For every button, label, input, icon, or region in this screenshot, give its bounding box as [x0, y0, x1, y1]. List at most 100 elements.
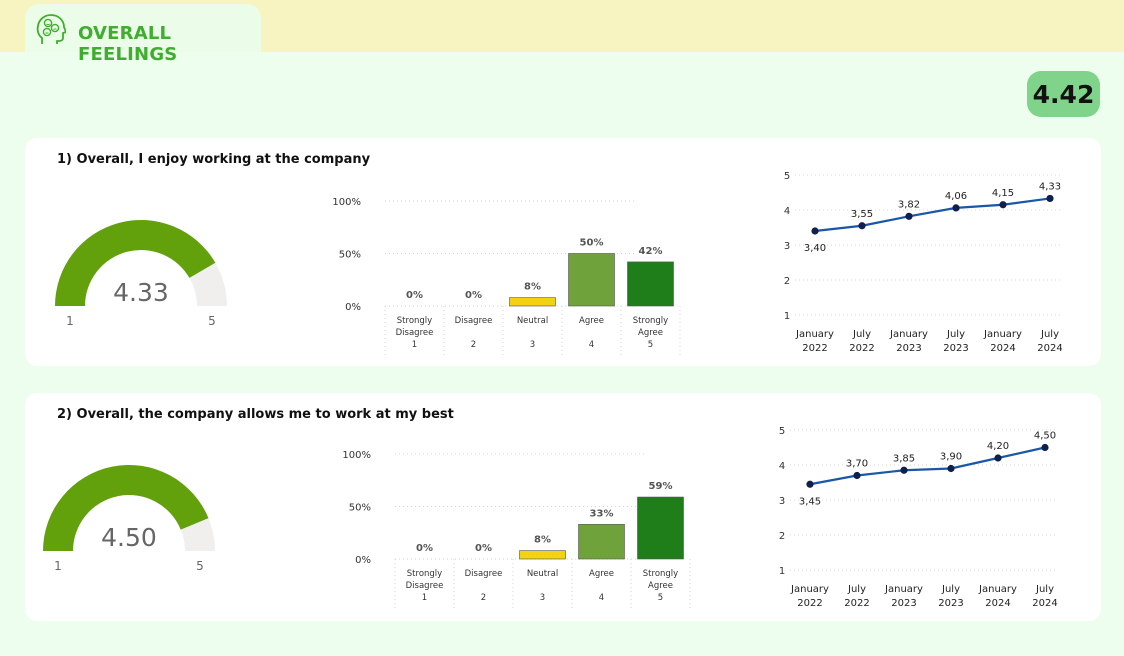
data-label: 4,15	[992, 188, 1014, 199]
bar	[568, 253, 615, 307]
bar	[627, 261, 674, 307]
x-tick-label: January	[978, 584, 1017, 595]
gauge-fill	[43, 464, 209, 551]
bar-value-label: 0%	[475, 543, 492, 554]
question-card-2: 2) Overall, the company allows me to wor…	[25, 393, 1101, 621]
overall-score-badge: 4.42	[1027, 71, 1100, 117]
data-label: 4,20	[987, 441, 1009, 452]
y-tick-label: 0%	[355, 555, 371, 566]
data-label: 4,06	[945, 191, 967, 202]
y-tick-label: 0%	[345, 302, 361, 313]
x-tick-label: Strongly	[397, 316, 432, 326]
gauge-min-label: 1	[66, 314, 74, 328]
x-tick-label: 2022	[797, 598, 822, 609]
y-tick-label: 100%	[332, 197, 361, 208]
y-tick-label: 5	[779, 426, 785, 437]
x-tick-label: 4	[599, 593, 604, 603]
gauge-value: 4.33	[113, 278, 169, 307]
y-tick-label: 50%	[339, 250, 361, 261]
x-tick-label: 2022	[802, 343, 827, 354]
gauge-chart: 4.33 1 5	[55, 220, 227, 328]
y-tick-label: 50%	[349, 503, 371, 514]
question-title: 1) Overall, I enjoy working at the compa…	[57, 152, 371, 167]
bar-value-label: 59%	[649, 481, 673, 492]
gauge-value: 4.50	[101, 523, 157, 552]
x-tick-label: January	[884, 584, 923, 595]
data-label: 3,90	[940, 452, 962, 463]
data-point	[853, 471, 861, 480]
y-tick-label: 2	[779, 531, 785, 542]
data-point	[806, 480, 814, 488]
x-tick-label: 2023	[896, 343, 921, 354]
x-tick-label: July	[1035, 584, 1054, 595]
bar	[509, 297, 556, 307]
data-label: 3,70	[846, 459, 868, 470]
bar-value-label: 0%	[416, 543, 433, 554]
x-tick-label: 2	[481, 593, 486, 603]
x-tick-label: 2022	[844, 598, 869, 609]
x-tick-label: July	[1040, 329, 1059, 340]
bar-value-label: 50%	[580, 238, 604, 249]
data-point	[900, 466, 908, 474]
distribution-bar-chart: 100% 50% 0% 0% Strongly Disagree 1 0% Disagree 2 8…	[332, 197, 681, 356]
bar-value-label: 8%	[524, 282, 541, 293]
data-point	[994, 454, 1002, 462]
gauge-max-label: 5	[208, 314, 216, 328]
x-tick-label: Agree	[579, 316, 604, 326]
data-point	[947, 464, 955, 473]
trend-line-chart: 5 4 3 2 1 3,45 January 2022 3,70 July 2022 3,85 Janu…	[779, 426, 1058, 609]
page-title-tab: OVERALL FEELINGS	[25, 4, 261, 65]
x-tick-label: 1	[412, 340, 417, 350]
x-tick-label: Agree	[648, 581, 673, 591]
bar-value-label: 0%	[465, 290, 482, 301]
y-tick-label: 100%	[342, 450, 371, 461]
data-label: 3,55	[851, 209, 873, 220]
x-tick-label: July	[852, 329, 871, 340]
x-tick-label: 2024	[1032, 598, 1057, 609]
x-tick-label: July	[946, 329, 965, 340]
trend-line-chart: 5 4 3 2 1 3,40 January 2022 3,55 July 2022 3,82 Janu…	[784, 171, 1063, 354]
question-title: 2) Overall, the company allows me to wor…	[57, 407, 454, 422]
x-tick-label: Agree	[589, 569, 614, 579]
data-label: 3,82	[898, 199, 920, 210]
x-tick-label: Disagree	[406, 581, 444, 591]
bar	[578, 524, 625, 560]
y-tick-label: 4	[779, 461, 785, 472]
data-label: 3,40	[804, 243, 826, 254]
bar-value-label: 42%	[639, 246, 663, 257]
bar-value-label: 8%	[534, 535, 551, 546]
bar-value-label: 33%	[590, 508, 614, 519]
data-point	[858, 222, 866, 230]
x-tick-label: 2023	[938, 598, 963, 609]
y-tick-label: 5	[784, 171, 790, 182]
bar-value-label: 0%	[406, 290, 423, 301]
data-point	[952, 204, 960, 212]
data-point	[999, 201, 1007, 209]
data-point	[1041, 443, 1049, 452]
x-tick-label: 2024	[1037, 343, 1062, 354]
x-tick-label: January	[795, 329, 834, 340]
data-point	[905, 212, 913, 220]
x-tick-label: 5	[658, 593, 663, 603]
x-tick-label: 2	[471, 340, 476, 350]
x-tick-label: Neutral	[517, 316, 548, 326]
x-tick-label: Disagree	[465, 569, 503, 579]
x-tick-label: 3	[540, 593, 545, 603]
x-tick-label: 2023	[943, 343, 968, 354]
x-tick-label: January	[889, 329, 928, 340]
x-tick-label: 2024	[985, 598, 1010, 609]
x-tick-label: Strongly	[633, 316, 668, 326]
trend-line	[814, 197, 1051, 233]
distribution-bar-chart: 100% 50% 0% 0% Strongly Disagree 1 0% Disagree 2 8…	[342, 450, 691, 609]
y-tick-label: 3	[784, 241, 790, 252]
y-tick-label: 4	[784, 206, 790, 217]
gauge-max-label: 5	[196, 559, 204, 573]
x-tick-label: Disagree	[455, 316, 493, 326]
data-point	[811, 227, 819, 235]
x-tick-label: 2022	[849, 343, 874, 354]
data-label: 3,45	[799, 496, 821, 507]
data-point	[1046, 194, 1054, 203]
trend-line	[809, 446, 1046, 486]
x-tick-label: July	[941, 584, 960, 595]
data-label: 4,33	[1039, 181, 1061, 192]
